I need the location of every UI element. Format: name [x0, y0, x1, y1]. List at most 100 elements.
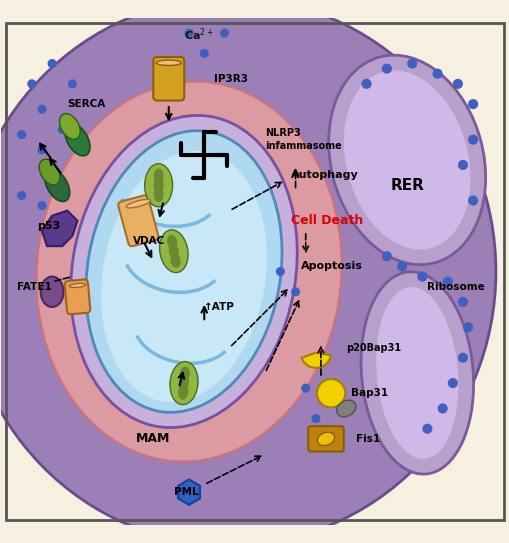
FancyBboxPatch shape [118, 195, 158, 246]
Circle shape [406, 59, 416, 68]
Circle shape [467, 195, 477, 206]
Ellipse shape [0, 0, 495, 543]
Text: p53: p53 [37, 221, 60, 231]
Ellipse shape [101, 151, 266, 402]
Circle shape [421, 424, 432, 434]
Circle shape [457, 297, 467, 307]
Circle shape [381, 251, 391, 261]
Circle shape [27, 79, 36, 89]
Ellipse shape [360, 272, 473, 474]
Circle shape [381, 64, 391, 74]
Circle shape [452, 79, 462, 89]
Circle shape [432, 68, 442, 79]
Circle shape [275, 267, 285, 276]
Text: Ribosome: Ribosome [427, 282, 484, 292]
Ellipse shape [336, 400, 355, 417]
Circle shape [160, 217, 167, 224]
Text: Autophagy: Autophagy [290, 170, 357, 180]
Circle shape [467, 135, 477, 144]
Text: RER: RER [389, 178, 423, 193]
Text: ↑ATP: ↑ATP [204, 302, 235, 312]
Text: Apoptosis: Apoptosis [300, 261, 362, 272]
Circle shape [457, 160, 467, 170]
Ellipse shape [86, 131, 281, 412]
Text: Ca$^{2+}$: Ca$^{2+}$ [184, 27, 214, 43]
Text: SERCA: SERCA [67, 99, 105, 109]
Ellipse shape [178, 384, 188, 400]
Circle shape [447, 378, 457, 388]
Circle shape [457, 352, 467, 363]
Circle shape [437, 403, 447, 414]
Ellipse shape [159, 230, 188, 273]
Circle shape [201, 243, 208, 250]
Ellipse shape [126, 199, 150, 208]
Ellipse shape [69, 283, 86, 287]
Circle shape [310, 414, 320, 423]
Circle shape [165, 288, 172, 295]
Text: p20Bap31: p20Bap31 [346, 343, 401, 352]
Ellipse shape [167, 235, 177, 250]
Ellipse shape [179, 367, 189, 382]
Text: FATE1: FATE1 [17, 282, 51, 292]
Ellipse shape [168, 244, 179, 259]
Ellipse shape [153, 168, 163, 184]
Circle shape [396, 261, 406, 272]
Text: Bap31: Bap31 [351, 388, 388, 398]
Ellipse shape [156, 60, 181, 66]
Circle shape [68, 79, 77, 89]
Ellipse shape [145, 164, 172, 207]
Circle shape [301, 383, 309, 393]
Ellipse shape [71, 116, 297, 427]
Ellipse shape [153, 187, 163, 202]
Circle shape [47, 59, 56, 68]
Circle shape [219, 29, 229, 37]
Ellipse shape [65, 123, 90, 156]
Polygon shape [42, 211, 77, 246]
Circle shape [175, 319, 182, 326]
Text: MAM: MAM [136, 432, 171, 445]
Ellipse shape [37, 81, 341, 462]
Ellipse shape [179, 376, 189, 390]
Circle shape [37, 145, 46, 154]
Circle shape [321, 394, 330, 403]
Text: PML: PML [174, 487, 198, 497]
Circle shape [180, 207, 187, 214]
Ellipse shape [153, 178, 163, 193]
Text: VDAC: VDAC [133, 236, 165, 246]
Circle shape [467, 99, 477, 109]
Circle shape [58, 125, 67, 134]
Ellipse shape [170, 252, 180, 268]
Circle shape [17, 191, 26, 200]
Circle shape [184, 29, 193, 37]
Ellipse shape [343, 71, 470, 249]
FancyBboxPatch shape [307, 426, 343, 452]
Ellipse shape [45, 169, 70, 201]
FancyBboxPatch shape [153, 57, 184, 100]
Ellipse shape [317, 432, 334, 446]
Circle shape [17, 130, 26, 139]
Text: NLRP3
infammasome: NLRP3 infammasome [265, 129, 341, 151]
Circle shape [37, 201, 46, 210]
Text: Fis1: Fis1 [356, 434, 380, 444]
Text: IP3R3: IP3R3 [214, 74, 248, 84]
Ellipse shape [39, 159, 60, 185]
Wedge shape [301, 352, 330, 368]
Ellipse shape [41, 276, 64, 307]
Circle shape [190, 304, 197, 311]
Ellipse shape [169, 362, 197, 405]
Circle shape [37, 105, 46, 113]
Ellipse shape [376, 287, 458, 459]
Circle shape [316, 379, 345, 407]
FancyBboxPatch shape [65, 280, 90, 314]
Circle shape [416, 272, 427, 282]
Circle shape [462, 322, 472, 332]
Circle shape [165, 232, 172, 239]
Circle shape [442, 276, 452, 287]
Text: Cell Death: Cell Death [290, 214, 362, 228]
Circle shape [200, 49, 208, 58]
Ellipse shape [60, 113, 80, 140]
Circle shape [361, 79, 371, 89]
Ellipse shape [328, 55, 485, 264]
Circle shape [291, 287, 300, 296]
Circle shape [139, 268, 147, 275]
